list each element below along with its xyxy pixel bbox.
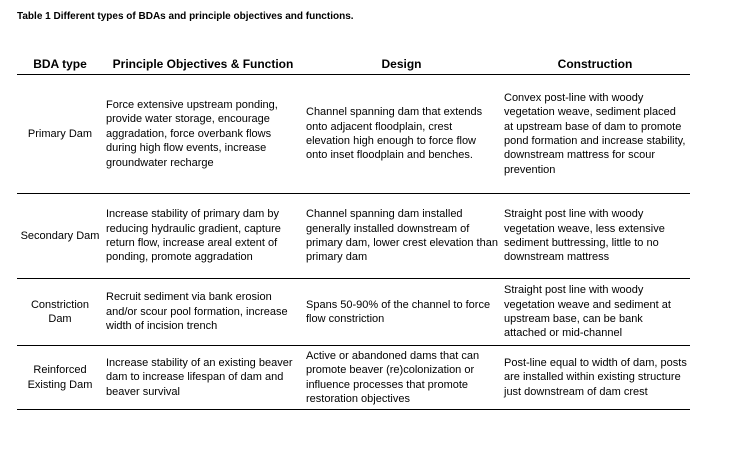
table-caption: Table 1 Different types of BDAs and prin… xyxy=(17,11,354,22)
header-row: BDA type Principle Objectives & Function… xyxy=(17,36,690,75)
cell-objectives: Force extensive upstream ponding, provid… xyxy=(103,74,303,194)
cell-construction: Post-line equal to width of dam, posts a… xyxy=(500,345,690,410)
header-objectives: Principle Objectives & Function xyxy=(103,36,303,75)
cell-design: Channel spanning dam installed generally… xyxy=(303,193,500,279)
cell-objectives: Increase stability of primary dam by red… xyxy=(103,193,303,279)
cell-design: Channel spanning dam that extends onto a… xyxy=(303,74,500,194)
cell-bda-type: Reinforced Existing Dam xyxy=(17,345,103,410)
header-design: Design xyxy=(303,36,500,75)
cell-bda-type: Primary Dam xyxy=(17,74,103,194)
table-row: Primary Dam Force extensive upstream pon… xyxy=(17,74,690,194)
cell-construction: Straight post line with woody vegetation… xyxy=(500,193,690,279)
cell-bda-type: Secondary Dam xyxy=(17,193,103,279)
header-construction: Construction xyxy=(500,36,690,75)
cell-objectives: Recruit sediment via bank erosion and/or… xyxy=(103,278,303,346)
cell-construction: Straight post line with woody vegetation… xyxy=(500,278,690,346)
cell-construction: Convex post-line with woody vegetation w… xyxy=(500,74,690,194)
table-row: Constriction Dam Recruit sediment via ba… xyxy=(17,278,690,346)
cell-bda-type: Constriction Dam xyxy=(17,278,103,346)
header-bda-type: BDA type xyxy=(17,36,103,75)
table-row: Secondary Dam Increase stability of prim… xyxy=(17,193,690,279)
cell-design: Active or abandoned dams that can promot… xyxy=(303,345,500,410)
cell-design: Spans 50-90% of the channel to force flo… xyxy=(303,278,500,346)
cell-objectives: Increase stability of an existing beaver… xyxy=(103,345,303,410)
bda-table: BDA type Principle Objectives & Function… xyxy=(17,36,690,410)
table-row: Reinforced Existing Dam Increase stabili… xyxy=(17,345,690,410)
